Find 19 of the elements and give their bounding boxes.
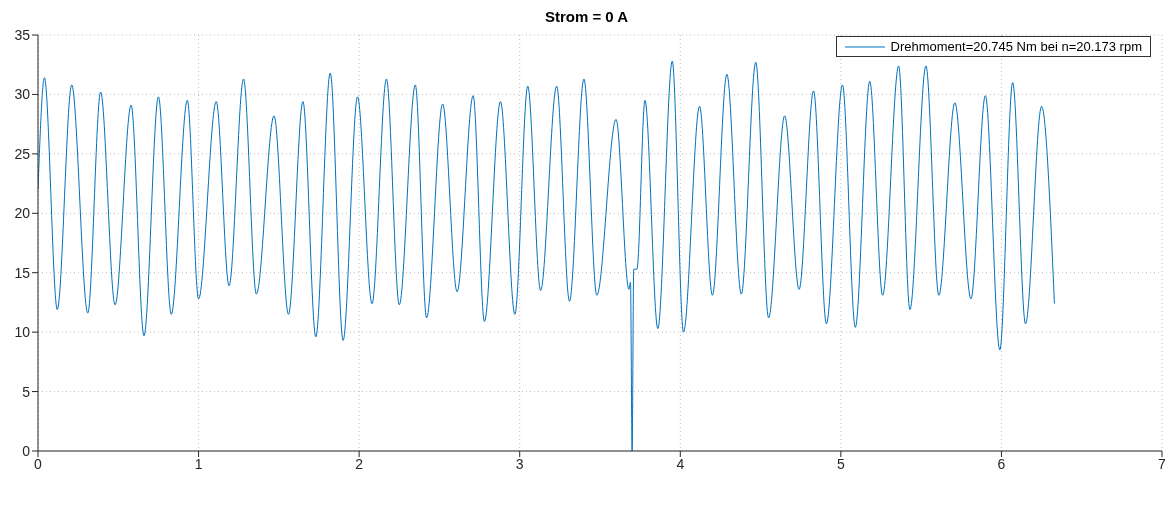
y-tick-label: 30 [14, 86, 31, 103]
y-tick-label: 35 [14, 26, 31, 43]
y-tick-label: 10 [14, 324, 31, 341]
y-tick-label: 15 [14, 264, 31, 281]
legend-label: Drehmoment=20.745 Nm bei n=20.173 rpm [890, 38, 1142, 55]
x-tick-label: 6 [997, 455, 1006, 472]
x-tick-label: 4 [676, 455, 685, 472]
chart-title: Strom = 0 A [543, 8, 630, 27]
line-series [38, 60, 1055, 451]
x-tick-label: 0 [34, 455, 43, 472]
x-tick-label: 3 [515, 455, 524, 472]
x-tick-label: 2 [355, 455, 364, 472]
x-tick-label: 1 [194, 455, 203, 472]
x-tick-label: 5 [836, 455, 845, 472]
y-tick-label: 20 [14, 205, 31, 222]
y-tick-label: 0 [22, 442, 31, 459]
y-tick-label: 5 [22, 383, 31, 400]
x-tick-label: 7 [1158, 455, 1167, 472]
y-tick-label: 25 [14, 145, 31, 162]
